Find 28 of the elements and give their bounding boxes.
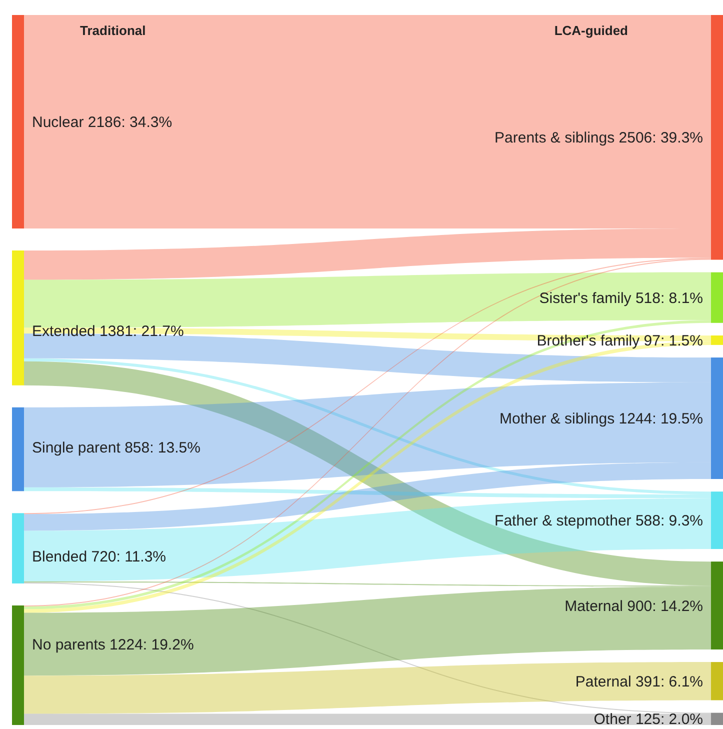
category-label: Mother & siblings (500, 410, 615, 428)
data-label: 391: 6.1% (631, 673, 703, 690)
data-label: 1244: 19.5% (614, 410, 703, 428)
category-label: Father & stepmother (494, 512, 632, 530)
category-label: Single parent (32, 440, 122, 457)
category-label: Brother's family (536, 332, 640, 350)
data-label: 858: 13.5% (120, 440, 200, 457)
category-label: No parents (32, 636, 106, 654)
data-label: 97: 1.5% (640, 332, 703, 350)
category-label: Sister's family (539, 290, 632, 307)
data-label: 2506: 39.3% (614, 130, 703, 147)
category-label: Maternal (564, 598, 623, 615)
category-label: Nuclear (32, 114, 84, 131)
data-label: 1224: 19.2% (105, 636, 194, 654)
data-label: 1381: 21.7% (95, 322, 184, 340)
data-label: 588: 9.3% (631, 512, 703, 530)
category-label: Blended (32, 548, 88, 566)
data-label: 125: 2.0% (631, 711, 703, 728)
category-label: Extended (32, 322, 96, 340)
category-label: Other (594, 711, 632, 728)
category-label: Parents & siblings (494, 130, 615, 147)
category-label: Paternal (575, 673, 632, 690)
data-label: 518: 8.1% (631, 290, 703, 307)
data-label: 900: 14.2% (622, 598, 703, 615)
text: Traditional (80, 23, 146, 38)
data-label: 2186: 34.3% (84, 114, 172, 131)
data-label: 720: 11.3% (87, 548, 166, 566)
text: LCA-guided (554, 23, 628, 38)
